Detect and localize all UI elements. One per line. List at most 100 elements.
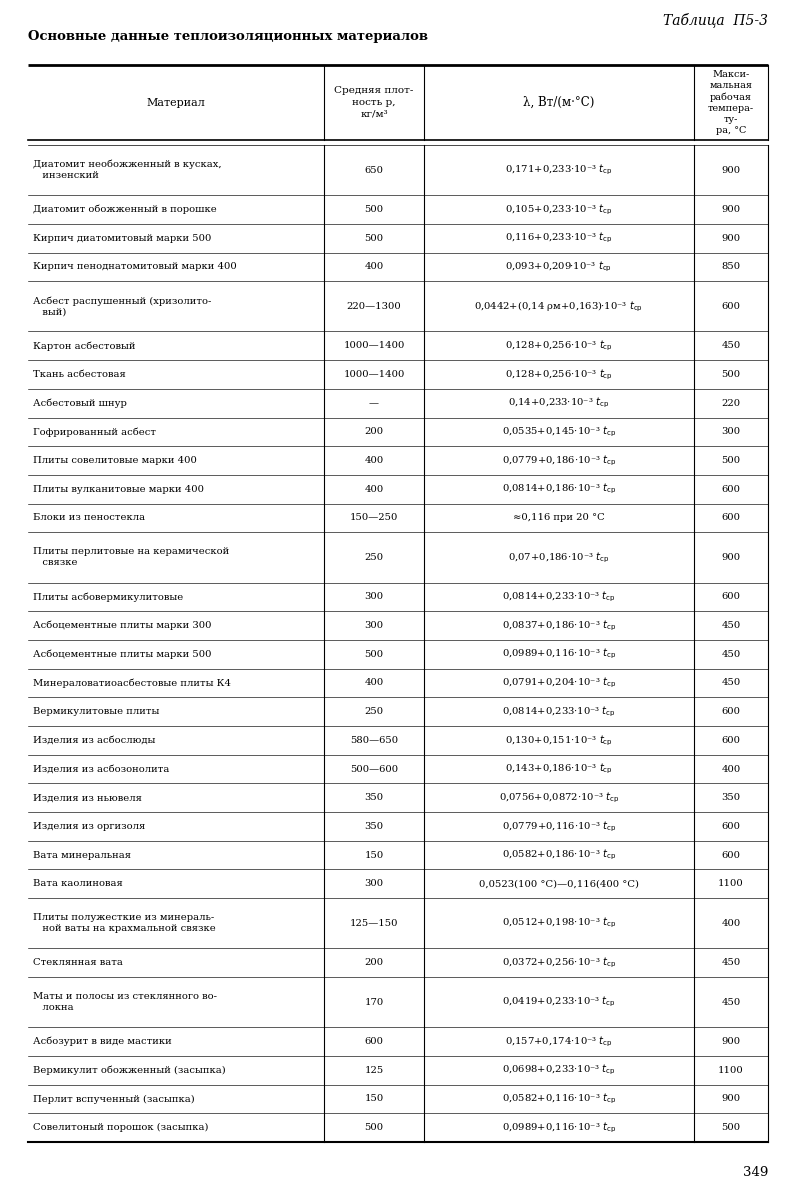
Text: Материал: Материал — [147, 98, 205, 108]
Text: 0,0779+0,116·10⁻³ $t_{\rm cp}$: 0,0779+0,116·10⁻³ $t_{\rm cp}$ — [502, 819, 616, 834]
Text: λ, Вт/(м·°C): λ, Вт/(м·°C) — [523, 96, 595, 109]
Text: 500: 500 — [364, 649, 383, 659]
Text: 600: 600 — [721, 592, 740, 602]
Text: 300: 300 — [721, 427, 740, 437]
Text: Асбест распушенный (хризолито-
   вый): Асбест распушенный (хризолито- вый) — [33, 297, 212, 317]
Text: Картон асбестовый: Картон асбестовый — [33, 341, 136, 350]
Text: Вермикулитовые плиты: Вермикулитовые плиты — [33, 707, 160, 716]
Text: 0,0791+0,204·10⁻³ $t_{\rm cp}$: 0,0791+0,204·10⁻³ $t_{\rm cp}$ — [502, 676, 616, 690]
Text: 600: 600 — [721, 484, 740, 494]
Text: 350: 350 — [364, 822, 383, 831]
Text: 300: 300 — [364, 879, 383, 889]
Text: Изделия из асбозонолита: Изделия из асбозонолита — [33, 764, 169, 774]
Text: 0,157+0,174·10⁻³ $t_{\rm cp}$: 0,157+0,174·10⁻³ $t_{\rm cp}$ — [505, 1035, 613, 1049]
Text: 150—250: 150—250 — [350, 513, 398, 523]
Text: 250: 250 — [364, 553, 383, 562]
Text: 400: 400 — [364, 262, 384, 271]
Text: 300: 300 — [364, 592, 383, 602]
Text: 150: 150 — [364, 850, 384, 860]
Text: 0,0814+0,186·10⁻³ $t_{\rm cp}$: 0,0814+0,186·10⁻³ $t_{\rm cp}$ — [502, 482, 616, 496]
Text: 500: 500 — [364, 233, 383, 243]
Text: 0,0523(100 °C)—0,116(400 °C): 0,0523(100 °C)—0,116(400 °C) — [479, 879, 639, 889]
Text: 500: 500 — [721, 1123, 740, 1133]
Text: 0,0779+0,186·10⁻³ $t_{\rm cp}$: 0,0779+0,186·10⁻³ $t_{\rm cp}$ — [502, 453, 616, 468]
Text: 0,0582+0,186·10⁻³ $t_{\rm cp}$: 0,0582+0,186·10⁻³ $t_{\rm cp}$ — [502, 848, 616, 862]
Text: 450: 450 — [721, 649, 741, 659]
Text: Асбестовый шнур: Асбестовый шнур — [33, 398, 127, 408]
Text: 125—150: 125—150 — [350, 919, 398, 928]
Text: 170: 170 — [364, 997, 384, 1007]
Text: 900: 900 — [721, 205, 740, 214]
Text: Диатомит обожженный в порошке: Диатомит обожженный в порошке — [33, 205, 216, 214]
Text: Асбозурит в виде мастики: Асбозурит в виде мастики — [33, 1037, 171, 1046]
Text: 400: 400 — [364, 678, 384, 688]
Text: 900: 900 — [721, 1094, 740, 1104]
Text: 0,093+0,209·10⁻³ $t_{\rm cp}$: 0,093+0,209·10⁻³ $t_{\rm cp}$ — [506, 260, 612, 274]
Text: 0,105+0,233·10⁻³ $t_{\rm cp}$: 0,105+0,233·10⁻³ $t_{\rm cp}$ — [506, 202, 613, 216]
Text: Блоки из пеностекла: Блоки из пеностекла — [33, 513, 145, 523]
Text: 600: 600 — [721, 513, 740, 523]
Text: 0,0989+0,116·10⁻³ $t_{\rm cp}$: 0,0989+0,116·10⁻³ $t_{\rm cp}$ — [502, 647, 616, 661]
Text: 0,0837+0,186·10⁻³ $t_{\rm cp}$: 0,0837+0,186·10⁻³ $t_{\rm cp}$ — [502, 618, 616, 633]
Text: Плиты перлитовые на керамической
   связке: Плиты перлитовые на керамической связке — [33, 548, 229, 567]
Text: 500: 500 — [364, 205, 383, 214]
Text: 600: 600 — [721, 822, 740, 831]
Text: —: — — [369, 398, 379, 408]
Text: 1100: 1100 — [718, 1066, 744, 1075]
Text: Макси-
мальная
рабочая
темпера-
ту-
ра, °C: Макси- мальная рабочая темпера- ту- ра, … — [708, 69, 754, 135]
Text: 350: 350 — [364, 793, 383, 803]
Text: Изделия из асбослюды: Изделия из асбослюды — [33, 736, 156, 745]
Text: 0,130+0,151·10⁻³ $t_{\rm cp}$: 0,130+0,151·10⁻³ $t_{\rm cp}$ — [505, 733, 613, 748]
Text: 220—1300: 220—1300 — [347, 301, 401, 311]
Text: 400: 400 — [721, 764, 741, 774]
Text: 0,128+0,256·10⁻³ $t_{\rm cp}$: 0,128+0,256·10⁻³ $t_{\rm cp}$ — [505, 338, 613, 353]
Text: Вата каолиновая: Вата каолиновая — [33, 879, 122, 889]
Text: 0,171+0,233·10⁻³ $t_{\rm cp}$: 0,171+0,233·10⁻³ $t_{\rm cp}$ — [506, 163, 613, 177]
Text: 0,143+0,186·10⁻³ $t_{\rm cp}$: 0,143+0,186·10⁻³ $t_{\rm cp}$ — [505, 762, 613, 776]
Text: 1100: 1100 — [718, 879, 744, 889]
Text: 900: 900 — [721, 553, 740, 562]
Text: Таблица  П5-3: Таблица П5-3 — [663, 12, 768, 26]
Text: 0,0582+0,116·10⁻³ $t_{\rm cp}$: 0,0582+0,116·10⁻³ $t_{\rm cp}$ — [502, 1092, 616, 1106]
Text: Диатомит необожженный в кусках,
   инзенский: Диатомит необожженный в кусках, инзенски… — [33, 160, 222, 181]
Text: 500: 500 — [721, 370, 740, 379]
Text: Плиты совелитовые марки 400: Плиты совелитовые марки 400 — [33, 456, 197, 465]
Text: 500: 500 — [721, 456, 740, 465]
Text: 200: 200 — [364, 427, 383, 437]
Text: 600: 600 — [721, 850, 740, 860]
Text: Кирпич диатомитовый марки 500: Кирпич диатомитовый марки 500 — [33, 233, 212, 243]
Text: 400: 400 — [364, 484, 384, 494]
Text: Основные данные теплоизоляционных материалов: Основные данные теплоизоляционных матери… — [28, 30, 428, 43]
Text: 600: 600 — [721, 707, 740, 716]
Text: 450: 450 — [721, 341, 741, 350]
Text: Асбоцементные плиты марки 500: Асбоцементные плиты марки 500 — [33, 649, 212, 659]
Text: 0,0512+0,198·10⁻³ $t_{\rm cp}$: 0,0512+0,198·10⁻³ $t_{\rm cp}$ — [502, 916, 616, 930]
Text: Плиты полужесткие из минераль-
   ной ваты на крахмальной связке: Плиты полужесткие из минераль- ной ваты … — [33, 914, 216, 933]
Text: 0,0535+0,145·10⁻³ $t_{\rm cp}$: 0,0535+0,145·10⁻³ $t_{\rm cp}$ — [502, 425, 616, 439]
Text: 0,128+0,256·10⁻³ $t_{\rm cp}$: 0,128+0,256·10⁻³ $t_{\rm cp}$ — [505, 367, 613, 382]
Text: Изделия из оргизоля: Изделия из оргизоля — [33, 822, 145, 831]
Text: 0,0989+0,116·10⁻³ $t_{\rm cp}$: 0,0989+0,116·10⁻³ $t_{\rm cp}$ — [502, 1121, 616, 1135]
Text: 900: 900 — [721, 165, 740, 175]
Text: 500—600: 500—600 — [350, 764, 398, 774]
Text: 450: 450 — [721, 621, 741, 630]
Text: 400: 400 — [364, 456, 384, 465]
Text: 349: 349 — [743, 1165, 768, 1178]
Text: 200: 200 — [364, 958, 383, 968]
Text: 1000—1400: 1000—1400 — [344, 370, 404, 379]
Text: 600: 600 — [721, 301, 740, 311]
Text: Плиты вулканитовые марки 400: Плиты вулканитовые марки 400 — [33, 484, 204, 494]
Text: 125: 125 — [364, 1066, 384, 1075]
Text: Асбоцементные плиты марки 300: Асбоцементные плиты марки 300 — [33, 621, 212, 630]
Text: Средняя плот-
ность p,
кг/м³: Средняя плот- ность p, кг/м³ — [334, 86, 414, 118]
Text: 600: 600 — [364, 1037, 383, 1046]
Text: 300: 300 — [364, 621, 383, 630]
Text: 600: 600 — [721, 736, 740, 745]
Text: Совелитоный порошок (засыпка): Совелитоный порошок (засыпка) — [33, 1123, 209, 1133]
Text: 0,07+0,186·10⁻³ $t_{\rm cp}$: 0,07+0,186·10⁻³ $t_{\rm cp}$ — [508, 550, 610, 565]
Text: 0,0419+0,233·10⁻³ $t_{\rm cp}$: 0,0419+0,233·10⁻³ $t_{\rm cp}$ — [502, 995, 616, 1009]
Text: 900: 900 — [721, 1037, 740, 1046]
Text: Вата минеральная: Вата минеральная — [33, 850, 131, 860]
Text: Изделия из ньювеля: Изделия из ньювеля — [33, 793, 142, 803]
Text: 0,0698+0,233·10⁻³ $t_{\rm cp}$: 0,0698+0,233·10⁻³ $t_{\rm cp}$ — [502, 1063, 616, 1078]
